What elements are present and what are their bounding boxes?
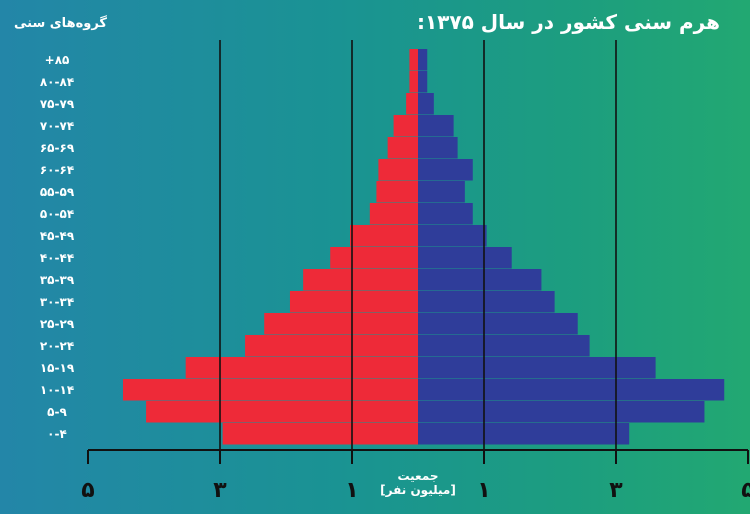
category-label-16: ۸۰-۸۴ xyxy=(40,75,74,89)
bar-left-1 xyxy=(146,401,418,423)
bar-right-6 xyxy=(418,291,555,313)
bar-right-13 xyxy=(418,137,458,159)
x-tick-label-1: ۳ xyxy=(213,478,227,503)
category-label-8: ۴۰-۴۴ xyxy=(40,251,74,265)
x-tick-label-5: ۵ xyxy=(741,478,750,503)
bar-right-17 xyxy=(418,49,428,71)
category-label-9: ۴۵-۴۹ xyxy=(40,229,75,243)
bar-left-14 xyxy=(393,115,418,137)
bar-right-4 xyxy=(418,335,590,357)
bar-left-11 xyxy=(376,181,418,203)
bar-left-5 xyxy=(264,313,418,335)
category-label-1: ۵-۹ xyxy=(47,405,67,419)
bar-left-2 xyxy=(122,379,418,401)
category-label-10: ۵۰-۵۴ xyxy=(40,207,74,221)
bar-left-7 xyxy=(303,269,418,291)
category-label-17: +۸۵ xyxy=(45,53,70,67)
category-label-6: ۳۰-۳۴ xyxy=(40,295,74,309)
category-label-5: ۲۵-۲۹ xyxy=(40,317,75,331)
bar-right-7 xyxy=(418,269,542,291)
x-tick-label-3: ۱ xyxy=(477,478,490,503)
category-label-13: ۶۵-۶۹ xyxy=(40,141,75,155)
bar-right-0 xyxy=(418,423,630,445)
bar-left-6 xyxy=(289,291,418,313)
x-tick-label-2: ۱ xyxy=(345,478,358,503)
x-tick-label-0: ۵ xyxy=(81,478,94,503)
chart-title: هرم سنی کشور در سال ۱۳۷۵: xyxy=(416,10,720,34)
bar-right-11 xyxy=(418,181,465,203)
bar-right-14 xyxy=(418,115,454,137)
bar-right-5 xyxy=(418,313,578,335)
bar-left-4 xyxy=(245,335,418,357)
bar-left-9 xyxy=(350,225,418,247)
bar-left-10 xyxy=(369,203,418,225)
category-label-0: ۰-۴ xyxy=(47,427,67,441)
bar-left-13 xyxy=(387,137,418,159)
category-label-14: ۷۰-۷۴ xyxy=(40,119,74,133)
category-label-12: ۶۰-۶۴ xyxy=(40,163,74,177)
x-tick-label-4: ۳ xyxy=(609,478,623,503)
bar-right-3 xyxy=(418,357,656,379)
bar-right-1 xyxy=(418,401,705,423)
bar-right-2 xyxy=(418,379,725,401)
x-axis-title-line-1: جمعیت xyxy=(397,469,439,483)
bar-left-0 xyxy=(222,423,418,445)
category-label-11: ۵۵-۵۹ xyxy=(40,185,75,199)
y-axis-title: گروه‌های سنی xyxy=(14,16,107,31)
bar-right-9 xyxy=(418,225,487,247)
bar-left-17 xyxy=(409,49,418,71)
bar-right-10 xyxy=(418,203,473,225)
bar-right-15 xyxy=(418,93,434,115)
category-label-15: ۷۵-۷۹ xyxy=(40,97,75,111)
x-axis-title-line-2: [میلیون نفر] xyxy=(380,483,456,497)
bar-left-3 xyxy=(185,357,418,379)
bar-left-8 xyxy=(330,247,418,269)
x-axis-title: جمعیت [میلیون نفر] xyxy=(378,469,458,497)
bar-left-12 xyxy=(378,159,418,181)
bar-right-12 xyxy=(418,159,473,181)
category-label-7: ۳۵-۳۹ xyxy=(40,273,75,287)
bar-left-16 xyxy=(409,71,418,93)
bar-left-15 xyxy=(406,93,418,115)
category-label-4: ۲۰-۲۴ xyxy=(40,339,74,353)
bar-right-16 xyxy=(418,71,428,93)
bar-right-8 xyxy=(418,247,512,269)
category-label-3: ۱۵-۱۹ xyxy=(40,361,75,375)
category-label-2: ۱۰-۱۴ xyxy=(40,383,74,397)
